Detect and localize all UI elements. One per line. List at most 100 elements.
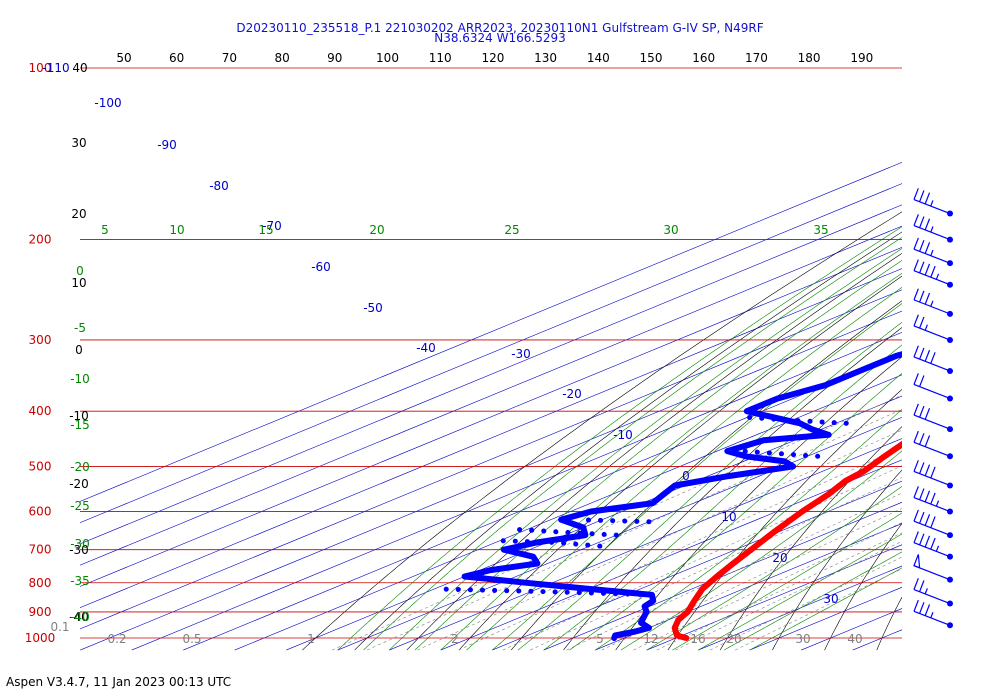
top-axis-label: 120 xyxy=(481,51,504,65)
wind-barb-half-feather xyxy=(930,200,934,207)
mixing-ratio-line xyxy=(601,508,902,651)
pressure-label: 400 xyxy=(29,404,52,418)
pressure-label: 800 xyxy=(29,576,52,590)
wind-barb-feather xyxy=(919,216,925,228)
isotherm-line xyxy=(389,438,902,651)
moist-adiabat-left-label: -15 xyxy=(70,418,90,432)
mixing-ratio-line xyxy=(675,540,902,651)
top-axis-label: 160 xyxy=(692,51,715,65)
dewpoint-profile xyxy=(461,351,902,641)
wind-barb-half-feather xyxy=(935,273,940,280)
wind-barb-feather xyxy=(913,578,919,590)
mixing-ratio-line xyxy=(417,429,902,651)
isotherm-line xyxy=(440,459,902,651)
top-axis-label: 110 xyxy=(429,51,452,65)
wind-barb-feather xyxy=(913,509,919,522)
dry-adiabat-label: 20 xyxy=(71,207,86,221)
moist-adiabat-line xyxy=(595,409,902,651)
wind-barb-flag xyxy=(913,554,921,569)
moist-adiabat-left-label: -40 xyxy=(70,610,90,624)
wind-barb-feather xyxy=(924,408,931,420)
isotherm-line xyxy=(286,395,902,651)
wind-barb-feather xyxy=(919,239,925,252)
wind-barb-half-feather xyxy=(924,588,928,595)
wind-barb-half-feather xyxy=(930,226,934,233)
wind-barb-feather xyxy=(913,373,919,385)
dry-adiabat-line xyxy=(302,211,902,651)
isotherm-line xyxy=(492,480,902,651)
wind-barb-feather xyxy=(924,514,931,526)
wind-barb-feather xyxy=(913,314,919,327)
moist-adiabat-left-label: -35 xyxy=(70,574,90,588)
moist-adiabat-left-label: -5 xyxy=(74,321,86,335)
dewpoint-dotted-segment xyxy=(432,586,655,598)
top-axis-label: 140 xyxy=(587,51,610,65)
mixing-ratio-label: 20 xyxy=(726,632,741,646)
dry-adiabat-line xyxy=(719,426,902,651)
mixing-ratio-line xyxy=(656,532,902,651)
pressure-label: 900 xyxy=(29,605,52,619)
pressure-label: 1000 xyxy=(25,631,56,645)
isotherm-line xyxy=(646,544,902,651)
isotherm-line xyxy=(543,501,902,651)
isotherm-line xyxy=(80,310,902,651)
wind-barb-staff xyxy=(913,496,951,513)
moist-adiabat-left-label: -30 xyxy=(70,537,90,551)
pressure-label: 300 xyxy=(29,333,52,347)
moist-adiabat-line xyxy=(466,287,902,651)
wind-barb-feather xyxy=(924,292,931,305)
dry-adiabat-label: -10 xyxy=(69,409,89,423)
mixing-ratio-label: 16 xyxy=(690,632,705,646)
wind-barb-feather xyxy=(913,486,919,498)
wind-barb xyxy=(913,288,953,317)
pressure-label: 500 xyxy=(29,459,52,473)
moist-adiabat-left-label: -25 xyxy=(70,499,90,513)
dewpoint-dotted-segment xyxy=(497,538,603,549)
wind-barb-half-feather xyxy=(924,324,928,331)
moist-adiabat-label: 15 xyxy=(258,223,273,237)
top-axis-label: 150 xyxy=(640,51,663,65)
wind-barb xyxy=(913,509,953,539)
mixing-ratio-label: 40 xyxy=(847,632,862,646)
mixing-ratio-label: 12 xyxy=(643,632,658,646)
wind-barb-feather xyxy=(913,531,919,543)
dry-adiabat-line xyxy=(667,388,902,651)
mixing-ratio-line xyxy=(366,409,902,651)
isotherm-line xyxy=(80,246,902,587)
isotherm-label: -50 xyxy=(363,301,383,315)
mixing-ratio-label: 5 xyxy=(596,632,604,646)
isotherm-line xyxy=(595,523,902,651)
isotherm-label: -30 xyxy=(511,347,531,361)
wind-barb-half-feather xyxy=(930,249,934,256)
wind-barb-feather xyxy=(924,464,931,477)
wind-barb-staff xyxy=(913,470,951,487)
dewpoint-dotted-segment xyxy=(514,526,619,538)
moist-adiabat-label: 10 xyxy=(169,223,184,237)
mixing-ratio-label: 0.2 xyxy=(107,632,126,646)
dry-adiabat-label: -40 xyxy=(69,610,89,624)
mixing-ratio-line xyxy=(709,556,902,651)
moist-adiabat-line xyxy=(363,236,902,651)
wind-barb-staff xyxy=(913,414,951,430)
wind-barb-feather xyxy=(924,349,931,362)
wind-barb-staff xyxy=(913,441,951,457)
wind-barb-feather xyxy=(924,604,931,616)
isotherm-label: 30 xyxy=(823,592,838,606)
wind-barb-feather xyxy=(913,259,919,271)
isotherm-label: -40 xyxy=(416,341,436,355)
moist-adiabat-left-label: -20 xyxy=(70,460,90,474)
wind-barb-feather xyxy=(924,435,931,447)
isotherm-line xyxy=(131,331,902,651)
mixing-ratio-line xyxy=(502,465,902,651)
isobar-lines xyxy=(80,67,902,639)
pressure-label: 700 xyxy=(29,543,52,557)
wind-barb-feather xyxy=(913,460,919,472)
grid-lines xyxy=(80,161,902,651)
wind-barb-staff xyxy=(913,325,951,341)
wind-barb-staff xyxy=(913,299,951,315)
top-axis-label: 170 xyxy=(745,51,768,65)
dry-adiabat-line xyxy=(458,275,902,651)
wind-barb-feather xyxy=(924,192,931,205)
